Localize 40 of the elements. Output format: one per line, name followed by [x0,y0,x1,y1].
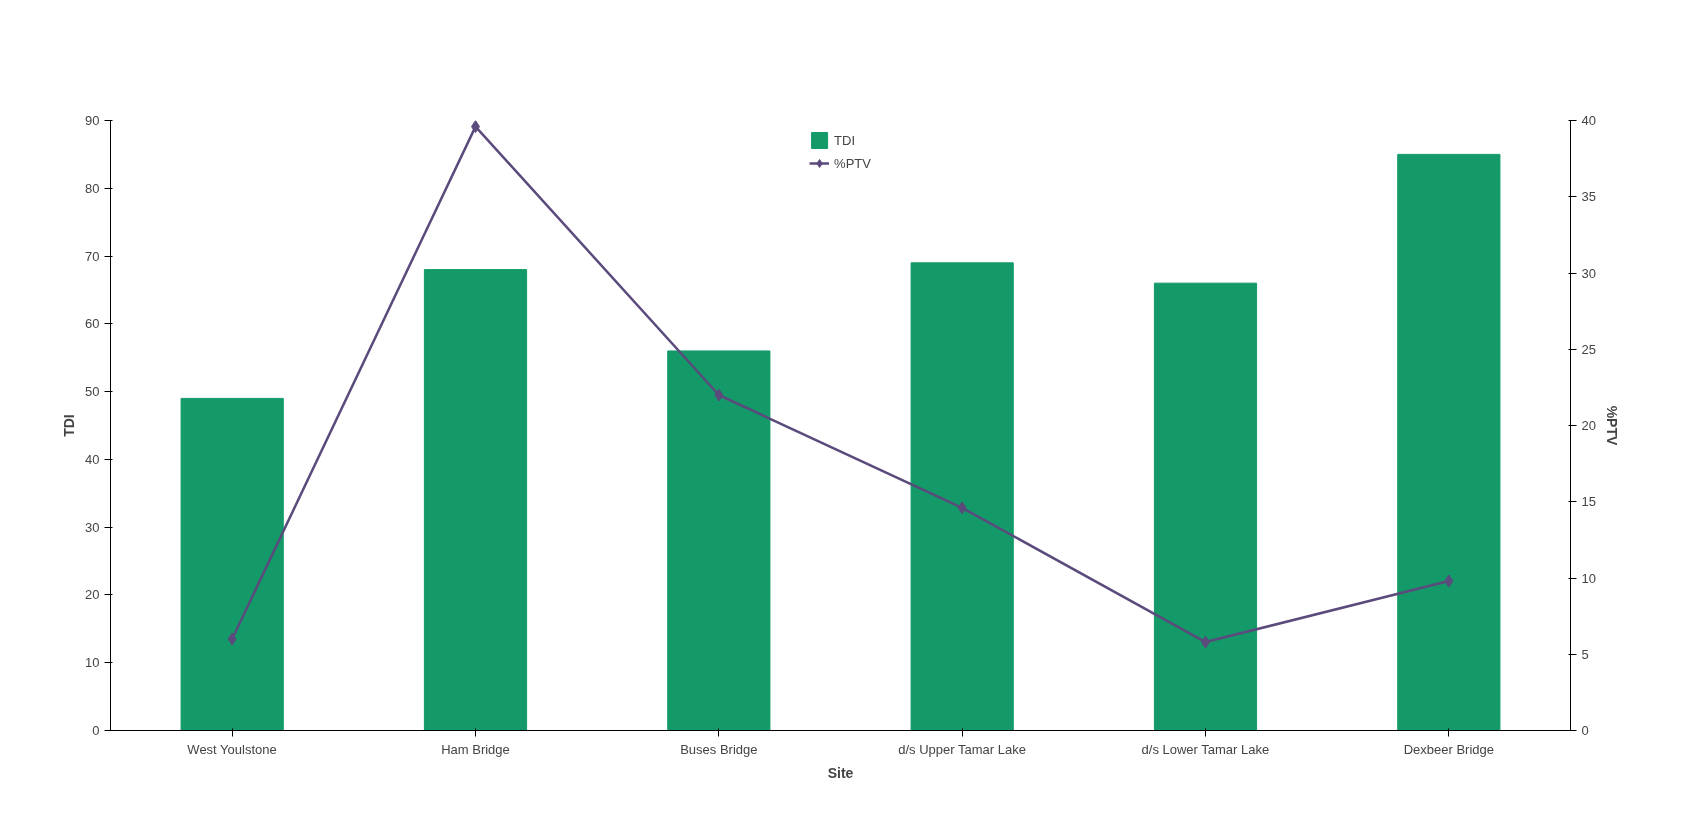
bar [180,397,284,731]
y-tick-label: 40 [85,451,100,467]
point [227,632,237,646]
point [714,388,724,402]
legend-label: %PTV [834,155,871,171]
y-tick-label: 10 [85,655,100,671]
bar [1397,153,1501,731]
y2-tick-label: 0 [1581,723,1589,738]
x-tick-label: d/s Upper Tamar Lake [898,741,1026,757]
bar [423,269,528,731]
y-tick-label: 60 [85,316,100,332]
x-tick-label: West Youlstone [187,741,277,757]
y2-tick-label: 40 [1581,113,1596,128]
y-axis-title: TDI [61,414,78,437]
y-tick-label: 70 [85,248,100,264]
y-tick-label: 30 [85,519,100,535]
x-tick-label: Dexbeer Bridge [1403,741,1494,757]
y2-tick-label: 15 [1581,494,1596,510]
x-axis-title: Site [827,764,854,781]
y-tick-label: 90 [85,113,100,128]
y2-axis-title: %PTV [1603,405,1620,446]
point [957,501,967,515]
bar [667,350,771,731]
x-tick-label: d/s Lower Tamar Lake [1141,741,1270,757]
y2-tick-label: 30 [1581,265,1596,281]
y-tick-label: 0 [92,723,100,738]
x-tick-label: Buses Bridge [680,741,758,757]
bar [910,262,1014,731]
y-tick-label: 80 [85,180,100,196]
y2-tick-label: 25 [1581,341,1596,357]
y-tick-label: 50 [85,384,100,400]
y2-tick-label: 10 [1581,570,1596,586]
y2-tick-label: 5 [1581,646,1589,662]
point [1444,574,1454,588]
y2-tick-label: 35 [1581,189,1596,205]
legend-label: TDI [834,132,856,148]
bar [1153,282,1258,731]
y-tick-label: 20 [85,587,100,603]
x-tick-label: Ham Bridge [441,741,510,757]
y2-tick-label: 20 [1581,418,1596,433]
